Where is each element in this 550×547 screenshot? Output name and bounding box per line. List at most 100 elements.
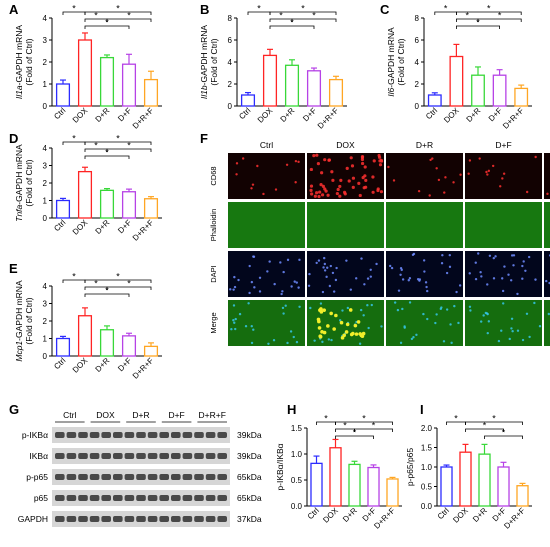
y-axis-label-line2: (Fold of Ctrl) xyxy=(24,38,34,85)
column-header: D+R xyxy=(416,140,433,150)
signal-dot xyxy=(294,159,298,163)
blot-band xyxy=(205,516,216,522)
signal-dot xyxy=(435,313,438,316)
western-blot-panel-g: G Ctrl DOX D+R D+F D+R+F p-IKBα 39kDa IKBα 39kDa p… xyxy=(9,402,262,527)
signal-dot xyxy=(358,193,362,198)
blot-band xyxy=(89,516,100,522)
y-tick-label: 1 xyxy=(43,197,48,206)
signal-dot xyxy=(256,164,259,168)
y-axis-label-rest: -GAPDH mRNA xyxy=(386,27,396,88)
molecular-weight: 39kDa xyxy=(237,430,262,440)
signal-dot xyxy=(360,257,363,260)
micrograph xyxy=(544,251,550,297)
blot-band xyxy=(101,495,111,501)
signal-dot xyxy=(393,301,397,304)
merge-signal-dot xyxy=(340,336,345,340)
bar-D+F xyxy=(121,335,137,357)
signal-dot xyxy=(369,275,373,278)
y-axis-label-gene: Il6 xyxy=(386,87,396,96)
y-axis-label: Il6-GAPDH mRNA xyxy=(386,27,396,97)
blot-band xyxy=(182,432,193,438)
x-tick-label: D+F xyxy=(116,106,133,123)
panel-label: D xyxy=(9,131,18,146)
y-axis-label-rest: -GAPDH mRNA xyxy=(14,280,24,341)
signal-dot xyxy=(441,254,444,257)
signal-dot xyxy=(273,282,276,286)
signal-dot xyxy=(422,259,426,262)
significance-star: * xyxy=(454,414,458,424)
signal-dot xyxy=(426,317,429,321)
significance-star: * xyxy=(465,11,469,21)
x-tick-label: DOX xyxy=(442,106,461,125)
signal-dot xyxy=(284,304,287,307)
x-tick-label: D+R xyxy=(465,106,483,124)
x-tick-label: D+F xyxy=(116,356,133,373)
signal-dot xyxy=(486,283,489,286)
signal-dot xyxy=(233,321,236,324)
blot-band xyxy=(89,453,100,459)
signal-dot xyxy=(512,264,515,267)
signal-dot xyxy=(492,256,496,260)
signal-dot xyxy=(400,268,403,272)
y-tick-label: 2 xyxy=(228,80,233,89)
blot-row-label: p-IKBα xyxy=(22,430,48,440)
blot-band xyxy=(101,432,111,438)
x-tick-label: D+R+F xyxy=(131,106,156,131)
panel-label: G xyxy=(9,402,19,417)
blot-band xyxy=(147,453,158,459)
micrograph xyxy=(465,153,542,199)
signal-dot xyxy=(319,302,323,305)
significance-bracket xyxy=(484,435,523,439)
x-tick-label: D+F xyxy=(301,106,318,123)
signal-dot xyxy=(442,340,446,343)
significance-star: * xyxy=(498,11,502,21)
blot-band xyxy=(217,474,227,480)
signal-dot xyxy=(250,187,253,190)
signal-dot xyxy=(326,266,329,269)
signal-dot xyxy=(358,342,362,345)
y-axis-label: Il1a-GAPDH mRNA xyxy=(14,25,24,99)
micrograph xyxy=(228,251,305,297)
signal-dot xyxy=(487,320,491,323)
x-tick-label: D+R+F xyxy=(502,506,527,531)
signal-dot xyxy=(448,253,451,257)
signal-dot xyxy=(521,338,525,342)
signal-dot xyxy=(336,187,340,192)
x-tick-label: DOX xyxy=(321,506,340,525)
y-tick-label: 8 xyxy=(228,14,233,23)
blot-band xyxy=(159,474,169,480)
signal-dot xyxy=(298,258,301,262)
signal-dot xyxy=(378,163,383,167)
micrograph xyxy=(228,153,305,199)
signal-dot xyxy=(351,185,355,189)
y-tick-label: 0 xyxy=(228,102,233,111)
blot-band xyxy=(78,432,88,438)
y-axis-label-rest: -GAPDH mRNA xyxy=(14,25,24,86)
bar-D+R+F xyxy=(143,78,159,107)
micrograph xyxy=(465,251,542,297)
signal-dot xyxy=(268,260,271,263)
signal-dot xyxy=(315,153,319,157)
signal-dot xyxy=(425,285,428,289)
blot-row-label: p65 xyxy=(34,493,48,503)
significance-star: * xyxy=(362,414,366,424)
signal-dot xyxy=(323,187,327,191)
signal-dot xyxy=(308,272,311,276)
column-header: D+F xyxy=(495,140,511,150)
significance-star: * xyxy=(72,4,76,14)
chart-E: E 0 1 2 3 4 Mcp1-GAPDH mRNA (Fold of Ctrl) Ctrl D… xyxy=(9,261,162,381)
micrograph xyxy=(544,153,550,199)
lane-group-label: D+R xyxy=(132,410,149,420)
x-tick-label: Ctrl xyxy=(424,106,439,121)
x-tick-label: DOX xyxy=(71,356,90,375)
chart-B: B 0 2 4 6 8 Il1b-GAPDH mRNA (Fold of Ctrl) Ctrl D… xyxy=(199,2,347,131)
y-tick-label: 0 xyxy=(43,214,48,223)
y-axis-label: p-IKBα/IKBα xyxy=(275,443,285,490)
signal-dot xyxy=(325,275,328,279)
panel-label: F xyxy=(200,131,208,146)
signal-dot xyxy=(281,290,284,293)
signal-dot xyxy=(512,254,516,257)
signal-dot xyxy=(238,312,242,316)
signal-dot xyxy=(479,270,482,274)
signal-dot xyxy=(335,266,338,270)
